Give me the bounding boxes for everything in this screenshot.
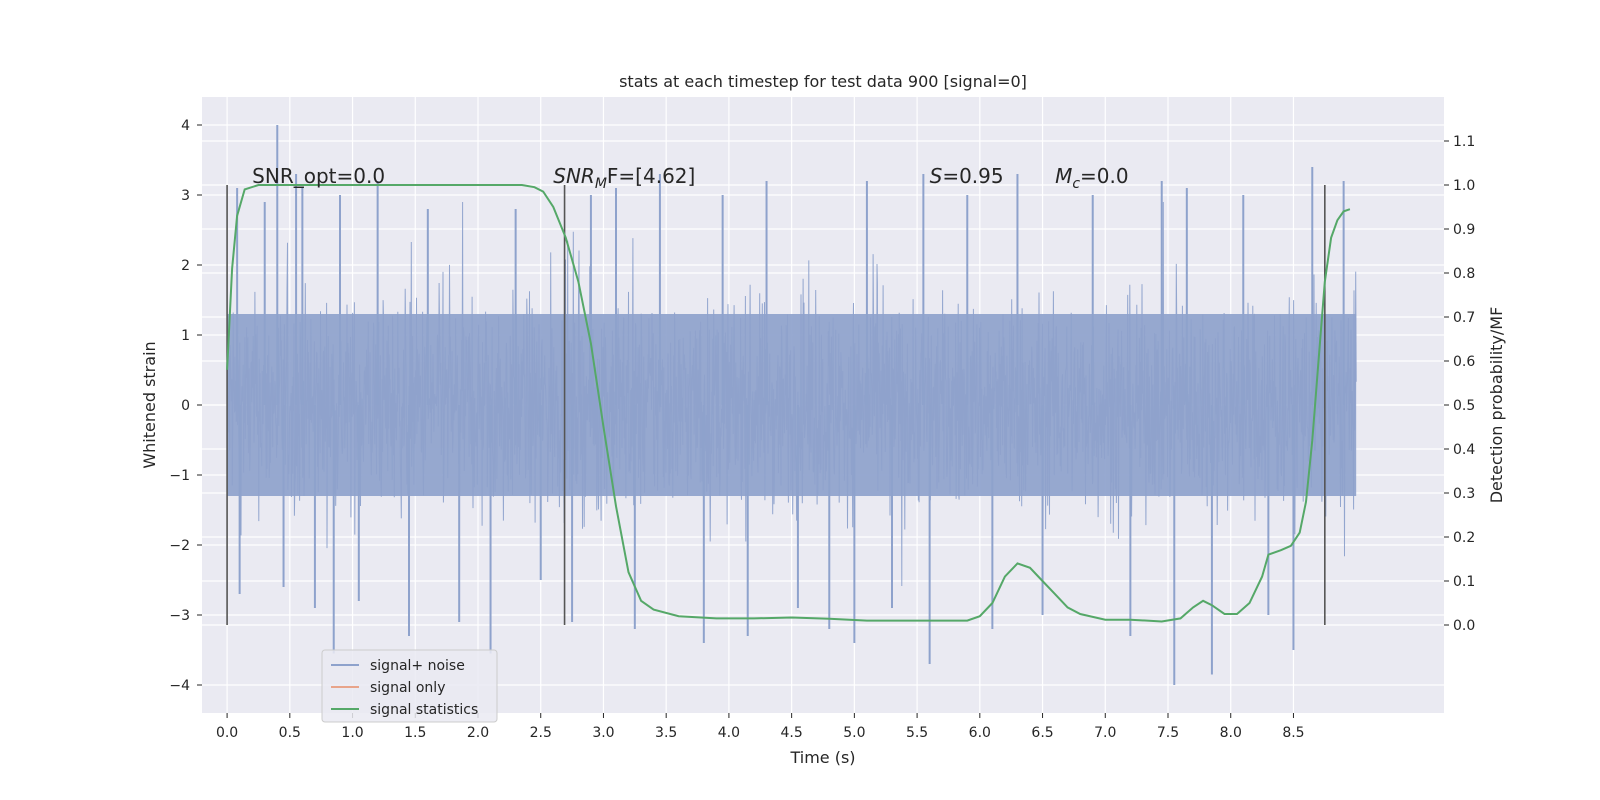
- x-tick-label: 0.0: [216, 725, 238, 741]
- y-tick-label: −2: [169, 538, 190, 554]
- chart-title: stats at each timestep for test data 900…: [619, 72, 1027, 91]
- vertical-markers: [226, 185, 1326, 625]
- y-right-tick-label: 0.5: [1453, 398, 1475, 414]
- x-axis-label: Time (s): [789, 748, 855, 767]
- annotation-3: Mc=0.0: [1055, 164, 1129, 192]
- y-right-tick-label: 0.4: [1453, 442, 1475, 458]
- x-tick-label: 8.5: [1282, 725, 1304, 741]
- y-tick-label: −4: [169, 678, 190, 694]
- legend-label: signal only: [370, 680, 445, 696]
- x-tick-label: 6.5: [1031, 725, 1053, 741]
- x-tick-label: 3.5: [655, 725, 677, 741]
- y-right-tick-label: 0.0: [1453, 618, 1475, 634]
- x-tick-label: 0.5: [279, 725, 301, 741]
- series-signal-statistics: [226, 184, 1351, 623]
- legend-box: [321, 649, 498, 723]
- y-right-tick-label: 0.6: [1453, 354, 1475, 370]
- x-tick-label: 4.0: [718, 725, 740, 741]
- x-tick-label: 5.0: [843, 725, 865, 741]
- annotation-0: SNR_opt=0.0: [252, 164, 385, 188]
- y-axis-label: Whitened strain: [140, 341, 159, 468]
- x-tick-label: 7.0: [1094, 725, 1116, 741]
- y-right-tick-label: 1.1: [1453, 134, 1475, 150]
- y-axis-right-label: Detection probability/MF: [1487, 307, 1506, 504]
- x-tick-label: 6.0: [969, 725, 991, 741]
- annotation-2: S=0.95: [930, 164, 1004, 188]
- y-right-tick-label: 0.8: [1453, 266, 1475, 282]
- x-tick-label: 7.5: [1157, 725, 1179, 741]
- legend-label: signal statistics: [370, 702, 478, 718]
- series-signal-noise: [226, 125, 1357, 685]
- y-tick-label: 1: [181, 328, 190, 344]
- y-right-tick-label: 0.3: [1453, 486, 1475, 502]
- legend-label: signal+ noise: [370, 658, 465, 674]
- y-right-tick-label: 0.1: [1453, 574, 1475, 590]
- annotations: SNR_opt=0.0 SNRMF=[4.62] S=0.95 Mc=0.0: [252, 164, 1128, 192]
- y-right-tick-label: 1.0: [1453, 178, 1475, 194]
- x-tick-label: 2.5: [530, 725, 552, 741]
- tick-labels: 0.0 0.5 1.0 1.5 2.0 2.5 3.0 3.5 4.0 4.5 5.0 5.5 6.0 6…: [169, 118, 1475, 741]
- x-tick-label: 5.5: [906, 725, 928, 741]
- x-tick-label: 4.5: [781, 725, 803, 741]
- legend: signal+ noise signal only signal statistic…: [321, 649, 498, 723]
- x-tick-label: 3.0: [592, 725, 614, 741]
- signal-statistics-line: [226, 184, 1351, 623]
- y-tick-label: 3: [181, 188, 190, 204]
- y-tick-label: 0: [181, 398, 190, 414]
- y-tick-label: −3: [169, 608, 190, 624]
- x-tick-label: 1.5: [404, 725, 426, 741]
- x-tick-label: 1.0: [341, 725, 363, 741]
- annotation-1: SNRMF=[4.62]: [553, 164, 695, 192]
- y-right-tick-label: 0.9: [1453, 222, 1475, 238]
- y-tick-label: −1: [169, 468, 190, 484]
- x-tick-label: 2.0: [467, 725, 489, 741]
- y-tick-label: 2: [181, 258, 190, 274]
- noise-core-band: [227, 314, 1357, 496]
- y-right-tick-label: 0.2: [1453, 530, 1475, 546]
- y-right-tick-label: 0.7: [1453, 310, 1475, 326]
- x-tick-label: 8.0: [1220, 725, 1242, 741]
- y-tick-label: 4: [181, 118, 190, 134]
